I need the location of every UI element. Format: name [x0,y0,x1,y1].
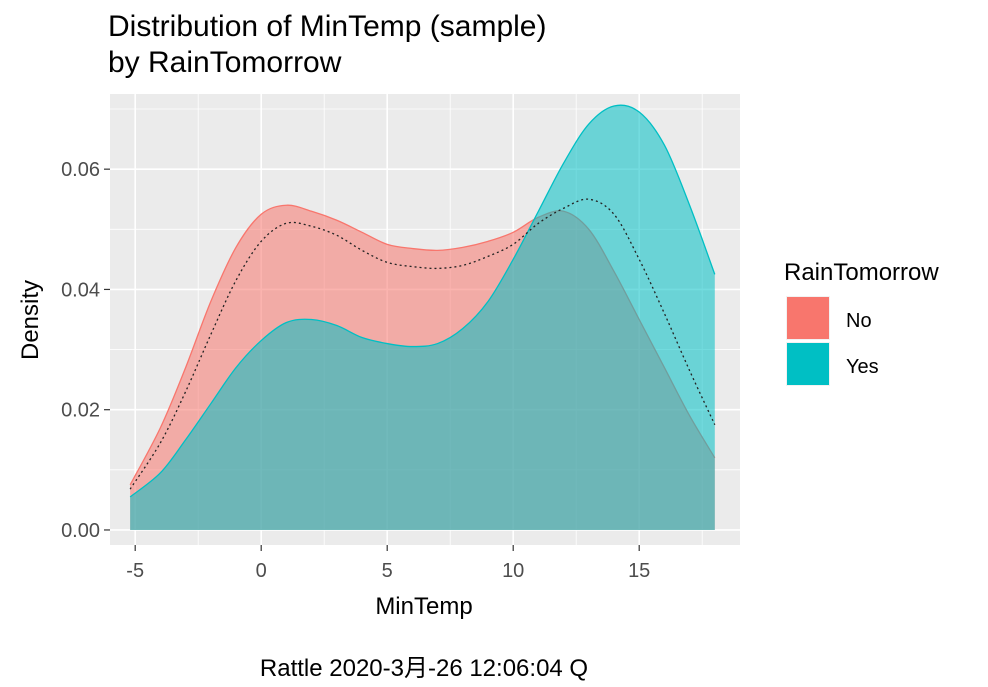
x-axis-title: MinTemp [375,593,472,620]
y-axis-ticks: 0.00 0.02 0.04 0.06 [61,159,110,542]
chart-title-line-1: Distribution of MinTemp (sample) [108,10,546,43]
density-area-yes [130,105,715,530]
y-tick-label: 0.00 [61,520,100,542]
y-tick-label: 0.06 [61,159,100,181]
x-tick-label: 10 [502,560,524,582]
legend: RainTomorrow No Yes [784,259,939,386]
legend-key-yes [787,343,829,385]
legend-label-no: No [846,310,872,332]
y-axis-title: Density [17,280,44,360]
x-tick-label: -5 [126,560,144,582]
x-tick-label: 15 [628,560,650,582]
legend-label-yes: Yes [846,356,879,378]
legend-title: RainTomorrow [784,259,939,286]
plot-panel [110,94,740,545]
y-tick-label: 0.04 [61,279,100,301]
chart-title-line-2: by RainTomorrow [108,46,342,79]
x-tick-label: 5 [382,560,393,582]
overall-density-dotted-line [129,198,716,490]
y-tick-label: 0.02 [61,400,100,422]
density-curve-yes [129,104,716,498]
x-tick-label: 0 [256,560,267,582]
chart-caption: Rattle 2020-3月-26 12:06:04 Q [260,655,588,682]
x-axis-ticks: -5 0 5 10 15 [126,545,650,582]
legend-key-no [787,297,829,339]
